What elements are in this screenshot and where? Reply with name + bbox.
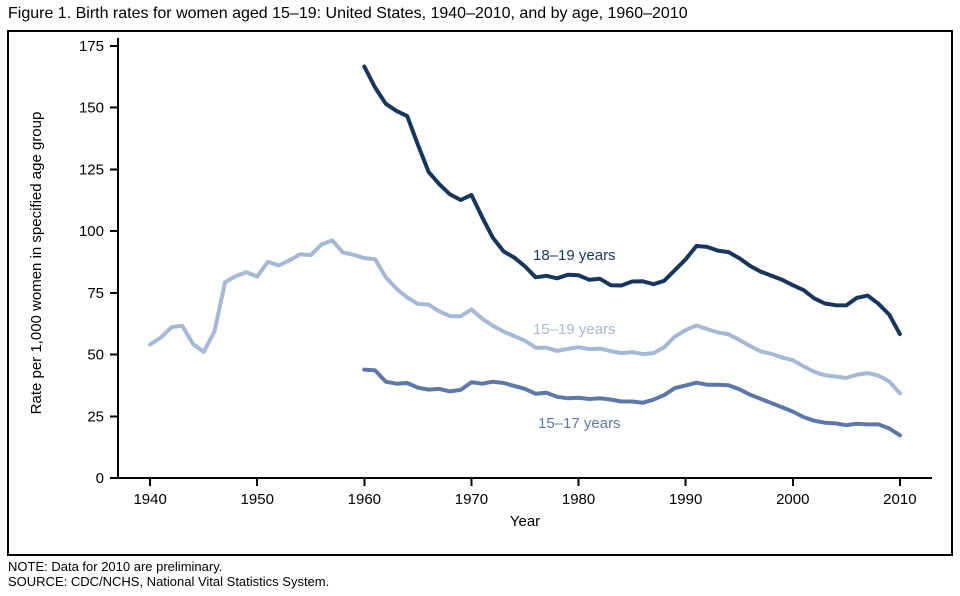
chart-frame: 0 25 50 75 100 125 150 175 1940 1950 1960 1970 1980 1…: [7, 30, 953, 556]
x-tick-label: 1990: [669, 491, 702, 508]
y-tick-label: 0: [96, 470, 104, 487]
x-tick-label: 1950: [241, 491, 274, 508]
y-tick-label: 25: [87, 408, 104, 425]
y-tick-label: 100: [79, 223, 104, 240]
series-label-15-19-years: 15–19 years: [533, 321, 616, 338]
x-tick-label: 1960: [348, 491, 381, 508]
x-tick-label: 1980: [562, 491, 595, 508]
x-axis-label: Year: [509, 513, 541, 530]
y-tick-label: 75: [87, 285, 104, 302]
x-tick-label: 2010: [883, 491, 916, 508]
y-tick-label: 150: [79, 100, 104, 117]
series-line-18-19-years: [362, 64, 902, 337]
series-line-15-19-years: [148, 238, 902, 396]
source-text: SOURCE: CDC/NCHS, National Vital Statist…: [8, 574, 330, 589]
y-tick-label: 125: [79, 161, 104, 178]
line-chart: 0 25 50 75 100 125 150 175 1940 1950 1960 1970 1980 1…: [79, 38, 932, 508]
note-text: NOTE: Data for 2010 are preliminary.: [8, 559, 223, 574]
y-tick-label: 50: [87, 347, 104, 364]
y-axis-label: Rate per 1,000 women in specified age gr…: [28, 111, 45, 415]
x-tick-label: 1940: [133, 491, 166, 508]
y-tick-label: 175: [79, 38, 104, 55]
x-tick-label: 1970: [455, 491, 488, 508]
figure-title: Figure 1. Birth rates for women aged 15–…: [8, 5, 688, 22]
x-tick-label: 2000: [776, 491, 809, 508]
series-label-15-17-years: 15–17 years: [538, 415, 621, 432]
series-label-18-19-years: 18–19 years: [533, 247, 616, 264]
series-line-15-17-years: [362, 367, 902, 438]
